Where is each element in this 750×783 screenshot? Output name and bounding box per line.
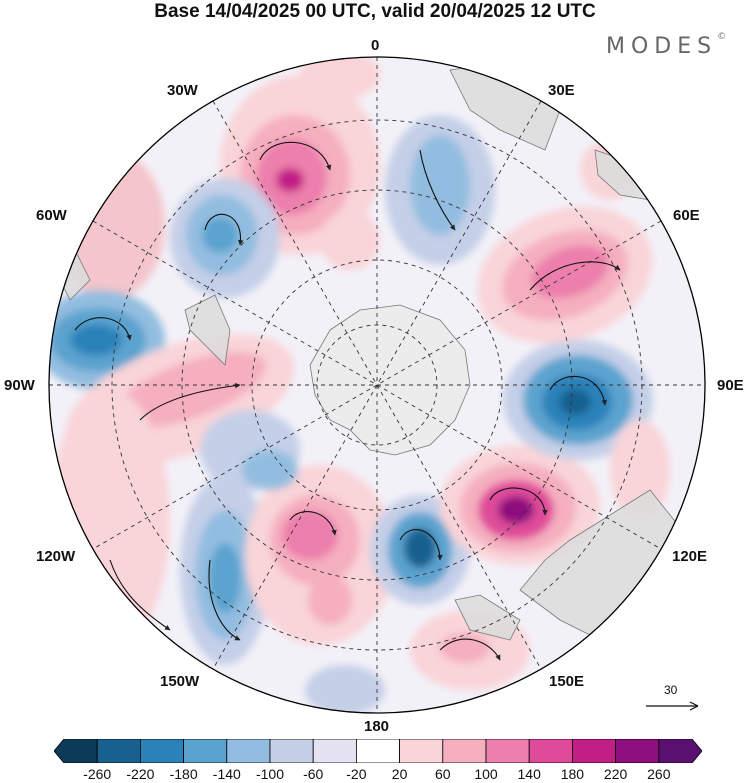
map-title: Base 14/04/2025 00 UTC, valid 20/04/2025… (154, 1, 596, 22)
colorbar-cell (658, 739, 702, 763)
longitude-label-120e: 120E (672, 548, 708, 565)
colorbar-cell (226, 739, 271, 763)
colorbar (54, 739, 702, 763)
colorbar-tick-label: -140 (212, 766, 241, 782)
longitude-label-90e: 90E (717, 377, 744, 394)
colorbar-cell (528, 739, 573, 763)
colorbar-cell (355, 739, 400, 763)
colorbar-tick-label: 260 (647, 766, 671, 782)
longitude-label-90w: 90W (4, 377, 35, 394)
graticule (49, 57, 705, 713)
longitude-label-120w: 120W (36, 548, 76, 565)
colorbar-tick-label: 100 (474, 766, 498, 782)
colorbar-cell (615, 739, 660, 763)
colorbar-tick-label: -100 (255, 766, 285, 782)
colorbar-cell (312, 739, 357, 763)
colorbar-tick-label: 20 (391, 766, 408, 782)
longitude-label-150w: 150W (160, 673, 200, 690)
colorbar-tick-label: 180 (560, 766, 585, 782)
arrow-right-icon (646, 701, 699, 711)
colorbar-cell (485, 739, 530, 763)
colorbar-cell (183, 739, 228, 763)
wind-streamlines (74, 141, 621, 661)
colorbar-tick-label: 220 (603, 766, 628, 782)
longitude-label-60e: 60E (673, 207, 700, 224)
longitude-label-0: 0 (371, 37, 380, 54)
colorbar-tick-label: -220 (126, 766, 155, 782)
colorbar-cell (269, 739, 314, 763)
colorbar-tick-label: 60 (435, 766, 451, 782)
modes-logo: MODES© (606, 32, 727, 59)
colorbar-cell (572, 739, 617, 763)
colorbar-cell (140, 739, 185, 763)
colorbar-tick-label: -20 (346, 766, 367, 782)
colorbar-tick-label: -180 (169, 766, 198, 782)
colorbar-tick-label: -60 (303, 766, 324, 782)
longitude-label-180: 180 (364, 718, 390, 735)
colorbar-cell (54, 739, 98, 763)
colorbar-tick-label: 140 (517, 766, 541, 782)
longitude-label-30w: 30W (167, 82, 198, 99)
longitude-label-150e: 150E (549, 673, 585, 690)
colorbar-cell (442, 739, 487, 763)
colorbar-cell (399, 739, 444, 763)
longitude-label-60w: 60W (36, 207, 67, 224)
colorbar-cell (96, 739, 141, 763)
colorbar-tick-label: -260 (83, 766, 112, 782)
map-boundary (48, 56, 706, 714)
longitude-label-30e: 30E (548, 82, 575, 99)
reference-vector-value: 30 (664, 683, 678, 697)
polar-map (48, 56, 706, 714)
